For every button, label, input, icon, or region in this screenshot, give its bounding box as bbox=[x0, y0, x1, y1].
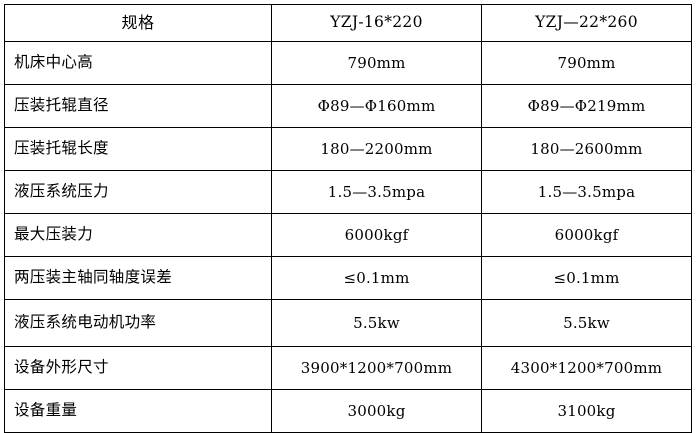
row-label-cell: 压装托辊长度 bbox=[4, 127, 272, 171]
row-label-cell: 压装托辊直径 bbox=[4, 84, 272, 128]
row-value-model-a: ≤0.1mm bbox=[343, 268, 410, 287]
table-row: 液压系统电动机功率 5.5kw 5.5kw bbox=[4, 299, 692, 347]
table-row: 压装托辊直径 Φ89—Φ160mm Φ89—Φ219mm bbox=[4, 84, 692, 128]
row-value-model-b: Φ89—Φ219mm bbox=[527, 96, 646, 115]
table-row: 机床中心高 790mm 790mm bbox=[4, 41, 692, 85]
row-value-model-a: 5.5kw bbox=[353, 313, 400, 332]
row-label-cell: 液压系统电动机功率 bbox=[4, 299, 272, 347]
row-value-model-a-cell: 790mm bbox=[271, 41, 482, 85]
row-value-model-a-cell: 3900*1200*700mm bbox=[271, 346, 482, 390]
row-label: 压装托辊直径 bbox=[14, 96, 109, 115]
row-value-model-b: 4300*1200*700mm bbox=[510, 358, 663, 377]
row-value-model-a-cell: 6000kgf bbox=[271, 213, 482, 257]
column-header-spec-label: 规格 bbox=[121, 13, 155, 32]
row-label: 液压系统电动机功率 bbox=[14, 313, 157, 332]
row-value-model-b: 3100kg bbox=[557, 401, 616, 420]
table-row: 设备重量 3000kg 3100kg bbox=[4, 389, 692, 433]
row-label: 液压系统压力 bbox=[14, 182, 109, 201]
row-value-model-b: 180—2600mm bbox=[530, 139, 643, 158]
row-value-model-a-cell: ≤0.1mm bbox=[271, 256, 482, 300]
row-value-model-b-cell: Φ89—Φ219mm bbox=[481, 84, 692, 128]
row-value-model-a-cell: 1.5—3.5mpa bbox=[271, 170, 482, 214]
row-value-model-a: Φ89—Φ160mm bbox=[317, 96, 436, 115]
row-label-cell: 液压系统压力 bbox=[4, 170, 272, 214]
row-label-cell: 设备外形尺寸 bbox=[4, 346, 272, 390]
specification-table: 规格 YZJ-16*220 YZJ—22*260 机床中心高 790mm bbox=[4, 4, 692, 433]
table-row: 最大压装力 6000kgf 6000kgf bbox=[4, 213, 692, 257]
row-value-model-a: 6000kgf bbox=[344, 225, 409, 244]
row-label: 最大压装力 bbox=[14, 225, 94, 244]
table-row: 压装托辊长度 180—2200mm 180—2600mm bbox=[4, 127, 692, 171]
row-value-model-b-cell: 4300*1200*700mm bbox=[481, 346, 692, 390]
row-value-model-a-cell: 5.5kw bbox=[271, 299, 482, 347]
row-label-cell: 机床中心高 bbox=[4, 41, 272, 85]
row-label-cell: 最大压装力 bbox=[4, 213, 272, 257]
row-value-model-a: 1.5—3.5mpa bbox=[327, 182, 426, 201]
column-header-spec: 规格 bbox=[4, 4, 272, 42]
column-header-model-b: YZJ—22*260 bbox=[481, 4, 692, 42]
row-label: 设备外形尺寸 bbox=[14, 358, 109, 377]
row-value-model-b-cell: 3100kg bbox=[481, 389, 692, 433]
column-header-model-a-label: YZJ-16*220 bbox=[330, 13, 423, 32]
table-body: 机床中心高 790mm 790mm 压装托辊直径 Φ89—Φ160mm Φ89—… bbox=[4, 41, 692, 433]
table-header-row: 规格 YZJ-16*220 YZJ—22*260 bbox=[4, 4, 692, 42]
row-label: 压装托辊长度 bbox=[14, 139, 109, 158]
row-value-model-b-cell: 5.5kw bbox=[481, 299, 692, 347]
row-value-model-a: 3000kg bbox=[347, 401, 406, 420]
row-value-model-b: 5.5kw bbox=[563, 313, 610, 332]
table-row: 两压装主轴同轴度误差 ≤0.1mm ≤0.1mm bbox=[4, 256, 692, 300]
table-row: 设备外形尺寸 3900*1200*700mm 4300*1200*700mm bbox=[4, 346, 692, 390]
row-value-model-a-cell: 3000kg bbox=[271, 389, 482, 433]
row-value-model-b-cell: 180—2600mm bbox=[481, 127, 692, 171]
row-label-cell: 两压装主轴同轴度误差 bbox=[4, 256, 272, 300]
row-label: 两压装主轴同轴度误差 bbox=[14, 268, 173, 287]
row-value-model-a-cell: Φ89—Φ160mm bbox=[271, 84, 482, 128]
row-value-model-a: 3900*1200*700mm bbox=[300, 358, 453, 377]
table-header: 规格 YZJ-16*220 YZJ—22*260 bbox=[4, 4, 692, 42]
row-value-model-a: 180—2200mm bbox=[320, 139, 433, 158]
row-value-model-b-cell: 790mm bbox=[481, 41, 692, 85]
row-label: 设备重量 bbox=[14, 401, 78, 420]
row-value-model-b: 6000kgf bbox=[554, 225, 619, 244]
column-header-model-b-label: YZJ—22*260 bbox=[535, 13, 638, 32]
row-value-model-b: 790mm bbox=[557, 53, 616, 72]
table-row: 液压系统压力 1.5—3.5mpa 1.5—3.5mpa bbox=[4, 170, 692, 214]
row-value-model-a: 790mm bbox=[347, 53, 406, 72]
row-value-model-b: 1.5—3.5mpa bbox=[537, 182, 636, 201]
row-label: 机床中心高 bbox=[14, 53, 94, 72]
row-value-model-b-cell: 6000kgf bbox=[481, 213, 692, 257]
row-label-cell: 设备重量 bbox=[4, 389, 272, 433]
row-value-model-b-cell: 1.5—3.5mpa bbox=[481, 170, 692, 214]
row-value-model-b-cell: ≤0.1mm bbox=[481, 256, 692, 300]
column-header-model-a: YZJ-16*220 bbox=[271, 4, 482, 42]
row-value-model-b: ≤0.1mm bbox=[553, 268, 620, 287]
row-value-model-a-cell: 180—2200mm bbox=[271, 127, 482, 171]
